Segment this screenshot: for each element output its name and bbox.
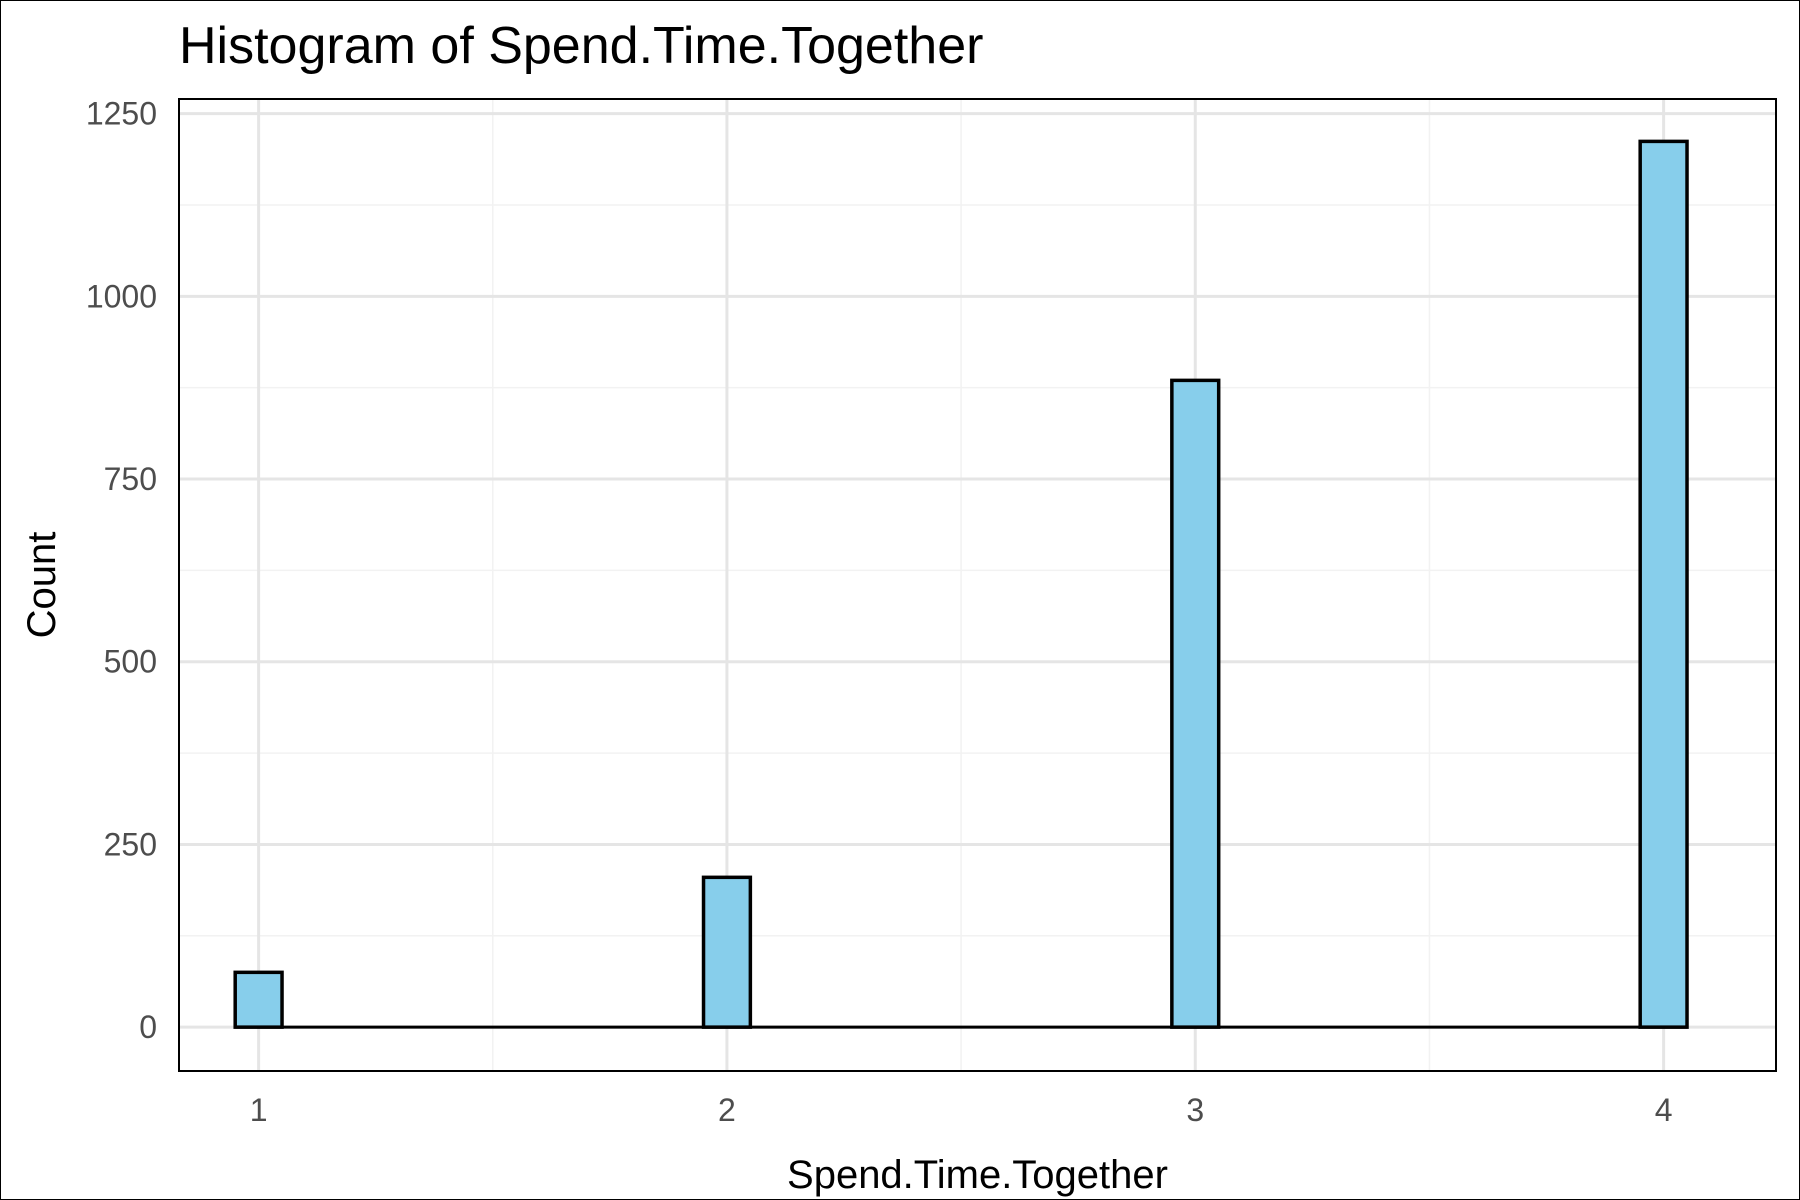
- x-tick-label: 4: [1655, 1092, 1673, 1128]
- y-tick-label: 1250: [86, 96, 157, 132]
- y-tick-label: 750: [104, 461, 157, 497]
- y-tick-label: 250: [104, 826, 157, 862]
- histogram-bar: [233, 970, 284, 1029]
- minor-grid: [179, 99, 1776, 1071]
- y-tick-label: 1000: [86, 278, 157, 314]
- x-axis-ticks: 1 2 3 4: [250, 1092, 1673, 1128]
- x-tick-label: 2: [718, 1092, 736, 1128]
- histogram-bar: [701, 875, 753, 1029]
- plot-frame: [178, 98, 1777, 1072]
- bars: [233, 139, 1689, 1029]
- y-tick-label: 0: [139, 1009, 157, 1045]
- y-axis-ticks: 0 250 500 750 1000 1250: [86, 96, 157, 1046]
- y-axis-title: Count: [20, 532, 64, 639]
- y-tick-label: 500: [104, 644, 157, 680]
- major-grid: [179, 99, 1776, 1071]
- x-tick-label: 1: [250, 1092, 268, 1128]
- chart-title: Histogram of Spend.Time.Together: [179, 17, 983, 75]
- histogram-bar: [1170, 378, 1221, 1029]
- x-axis-title: Spend.Time.Together: [787, 1153, 1168, 1197]
- histogram-bar: [1638, 139, 1689, 1029]
- x-tick-label: 3: [1186, 1092, 1204, 1128]
